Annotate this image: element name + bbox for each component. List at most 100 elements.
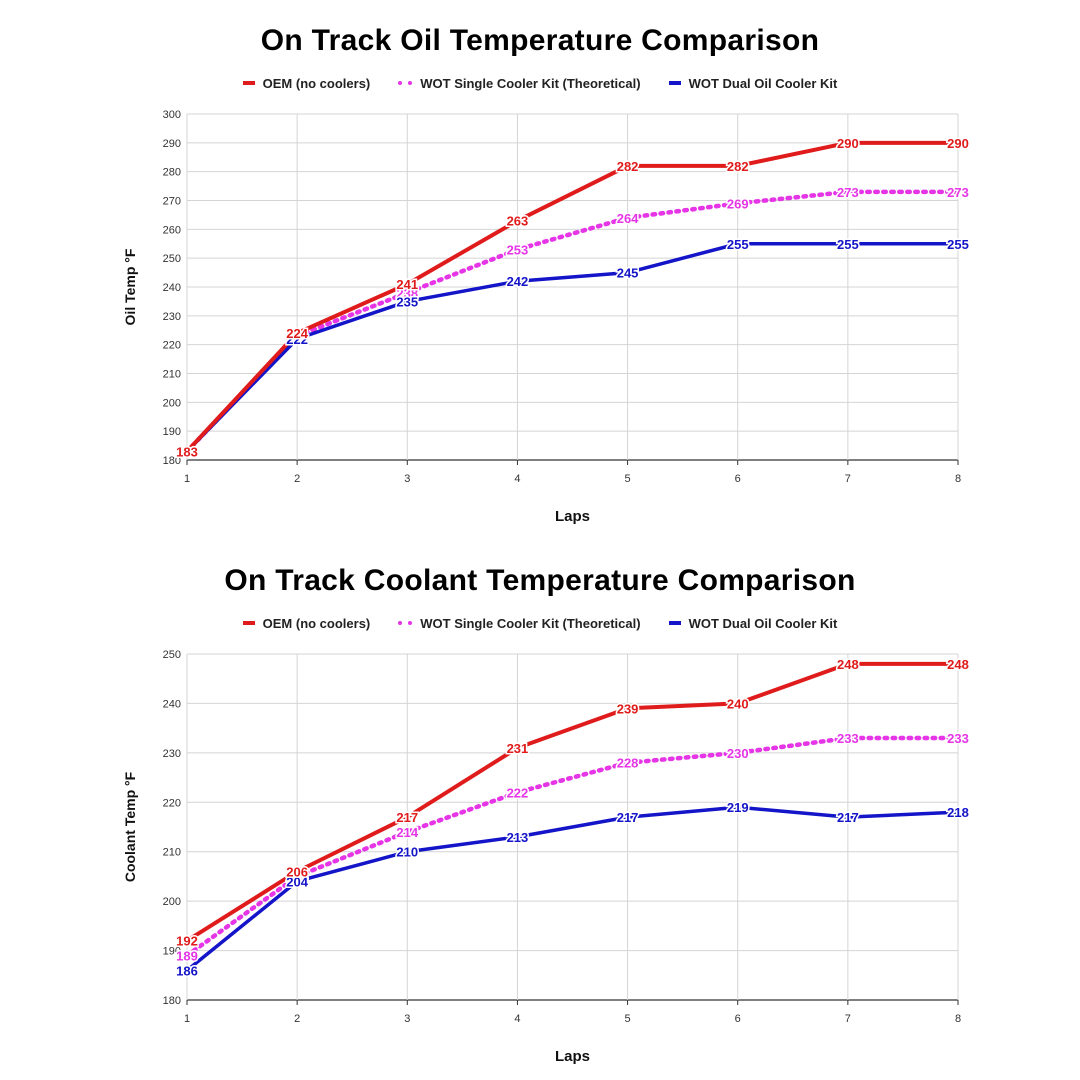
data-label: 214 bbox=[396, 825, 418, 840]
data-label: 219 bbox=[727, 800, 749, 815]
data-label: 240 bbox=[727, 696, 749, 711]
y-tick-label: 190 bbox=[163, 426, 181, 438]
legend-swatch-single-cooler bbox=[398, 621, 413, 625]
y-tick-label: 180 bbox=[163, 455, 181, 467]
y-tick-label: 250 bbox=[163, 253, 181, 265]
series-line-1 bbox=[184, 735, 961, 958]
legend-item-dual-cooler: WOT Dual Oil Cooler Kit bbox=[668, 75, 838, 91]
x-tick-label: 6 bbox=[735, 473, 741, 485]
grid bbox=[186, 113, 959, 465]
data-label: 213 bbox=[507, 830, 529, 845]
y-tick-label: 190 bbox=[163, 946, 181, 958]
data-label: 264 bbox=[617, 211, 639, 226]
data-label: 233 bbox=[837, 731, 859, 746]
data-label: 253 bbox=[507, 243, 529, 258]
data-label: 273 bbox=[947, 185, 969, 200]
x-tick-label: 5 bbox=[625, 1013, 631, 1025]
data-label: 245 bbox=[617, 266, 639, 281]
legend-swatch-dual-cooler bbox=[668, 81, 681, 85]
legend-item-oem: OEM (no coolers) bbox=[242, 75, 371, 91]
data-label: 231 bbox=[507, 741, 529, 756]
data-label: 217 bbox=[617, 810, 639, 825]
x-tick-label: 3 bbox=[404, 1013, 410, 1025]
y-axis-label: Coolant Temp °F bbox=[122, 771, 138, 882]
data-label: 228 bbox=[617, 756, 639, 771]
y-tick-label: 240 bbox=[163, 698, 181, 710]
plot-area: 180 190 200 210 220 230 240 250 260 270 280 290 300 1… bbox=[122, 109, 970, 525]
data-label: 204 bbox=[286, 874, 308, 889]
data-label: 183 bbox=[176, 444, 198, 459]
y-tick-label: 200 bbox=[163, 397, 181, 409]
x-tick-label: 4 bbox=[514, 1013, 520, 1025]
data-label: 183 bbox=[176, 444, 198, 459]
data-label: 282 bbox=[617, 159, 639, 174]
x-tick-label: 8 bbox=[955, 473, 961, 485]
data-label: 183 bbox=[176, 444, 198, 459]
legend-item-single-cooler: WOT Single Cooler Kit (Theoretical) bbox=[398, 76, 641, 91]
legend-label-oem: OEM (no coolers) bbox=[262, 75, 371, 91]
y-tick-label: 210 bbox=[163, 847, 181, 859]
legend-label-single-cooler: WOT Single Cooler Kit (Theoretical) bbox=[420, 615, 641, 631]
x-axis-label: Laps bbox=[555, 508, 590, 525]
grid bbox=[186, 653, 959, 1005]
oil-temperature-chart: On Track Oil Temperature Comparison OEM … bbox=[0, 24, 1080, 525]
data-label: 282 bbox=[727, 159, 749, 174]
legend-label-oem: OEM (no coolers) bbox=[262, 615, 371, 631]
data-label: 222 bbox=[286, 332, 308, 347]
data-label: 205 bbox=[286, 869, 308, 884]
x-axis-label: Laps bbox=[555, 1048, 590, 1065]
data-label: 223 bbox=[286, 329, 308, 344]
legend-label-dual-cooler: WOT Dual Oil Cooler Kit bbox=[688, 75, 838, 91]
data-label: 255 bbox=[837, 237, 859, 252]
y-tick-label: 230 bbox=[163, 311, 181, 323]
coolant-temperature-chart: On Track Coolant Temperature Comparison … bbox=[0, 540, 1080, 1080]
plot-area: 180 190 200 210 220 230 240 250 1 2 3 4 5 6 7 8 Laps Cool… bbox=[122, 649, 970, 1065]
y-tick-label: 260 bbox=[163, 224, 181, 236]
data-label: 239 bbox=[617, 701, 639, 716]
y-tick-label: 290 bbox=[163, 138, 181, 150]
data-label: 241 bbox=[396, 277, 418, 292]
y-tick-label: 280 bbox=[163, 167, 181, 179]
y-tick-label: 250 bbox=[163, 649, 181, 661]
data-label: 186 bbox=[176, 963, 198, 978]
data-label: 217 bbox=[837, 810, 859, 825]
data-label: 263 bbox=[507, 214, 529, 229]
data-label: 210 bbox=[396, 845, 418, 860]
y-tick-label: 220 bbox=[163, 797, 181, 809]
data-label: 224 bbox=[286, 326, 308, 341]
legend-swatch-single-cooler bbox=[398, 81, 413, 85]
data-label: 255 bbox=[727, 237, 749, 252]
data-label: 242 bbox=[507, 274, 529, 289]
data-label: 230 bbox=[727, 746, 749, 761]
legend-label-dual-cooler: WOT Dual Oil Cooler Kit bbox=[688, 615, 838, 631]
data-label: 290 bbox=[837, 136, 859, 151]
legend-swatch-oem bbox=[242, 621, 255, 625]
x-tick-label: 6 bbox=[735, 1013, 741, 1025]
x-tick-label: 3 bbox=[404, 473, 410, 485]
x-tick-label: 7 bbox=[845, 473, 851, 485]
chart-title: On Track Coolant Temperature Comparison bbox=[224, 564, 856, 597]
y-tick-label: 300 bbox=[163, 109, 181, 121]
data-label: 255 bbox=[947, 237, 969, 252]
legend-swatch-oem bbox=[242, 81, 255, 85]
data-label: 192 bbox=[176, 934, 198, 949]
data-label: 248 bbox=[947, 657, 969, 672]
series-line-2 bbox=[185, 805, 960, 973]
data-label: 269 bbox=[727, 196, 749, 211]
data-label: 233 bbox=[947, 731, 969, 746]
chart-legend: OEM (no coolers) WOT Single Cooler Kit (… bbox=[0, 72, 1080, 94]
y-tick-label: 220 bbox=[163, 340, 181, 352]
data-label: 235 bbox=[396, 294, 418, 309]
y-tick-label: 180 bbox=[163, 995, 181, 1007]
x-tick-label: 1 bbox=[184, 1013, 190, 1025]
data-label: 290 bbox=[947, 136, 969, 151]
data-label: 189 bbox=[176, 949, 198, 964]
legend-item-single-cooler: WOT Single Cooler Kit (Theoretical) bbox=[398, 615, 641, 631]
y-tick-label: 240 bbox=[163, 282, 181, 294]
x-tick-label: 5 bbox=[625, 473, 631, 485]
legend-item-oem: OEM (no coolers) bbox=[242, 615, 371, 631]
series-line-0 bbox=[185, 140, 960, 454]
x-tick-label: 7 bbox=[845, 1013, 851, 1025]
series-line-2 bbox=[185, 242, 960, 454]
y-tick-label: 210 bbox=[163, 369, 181, 381]
